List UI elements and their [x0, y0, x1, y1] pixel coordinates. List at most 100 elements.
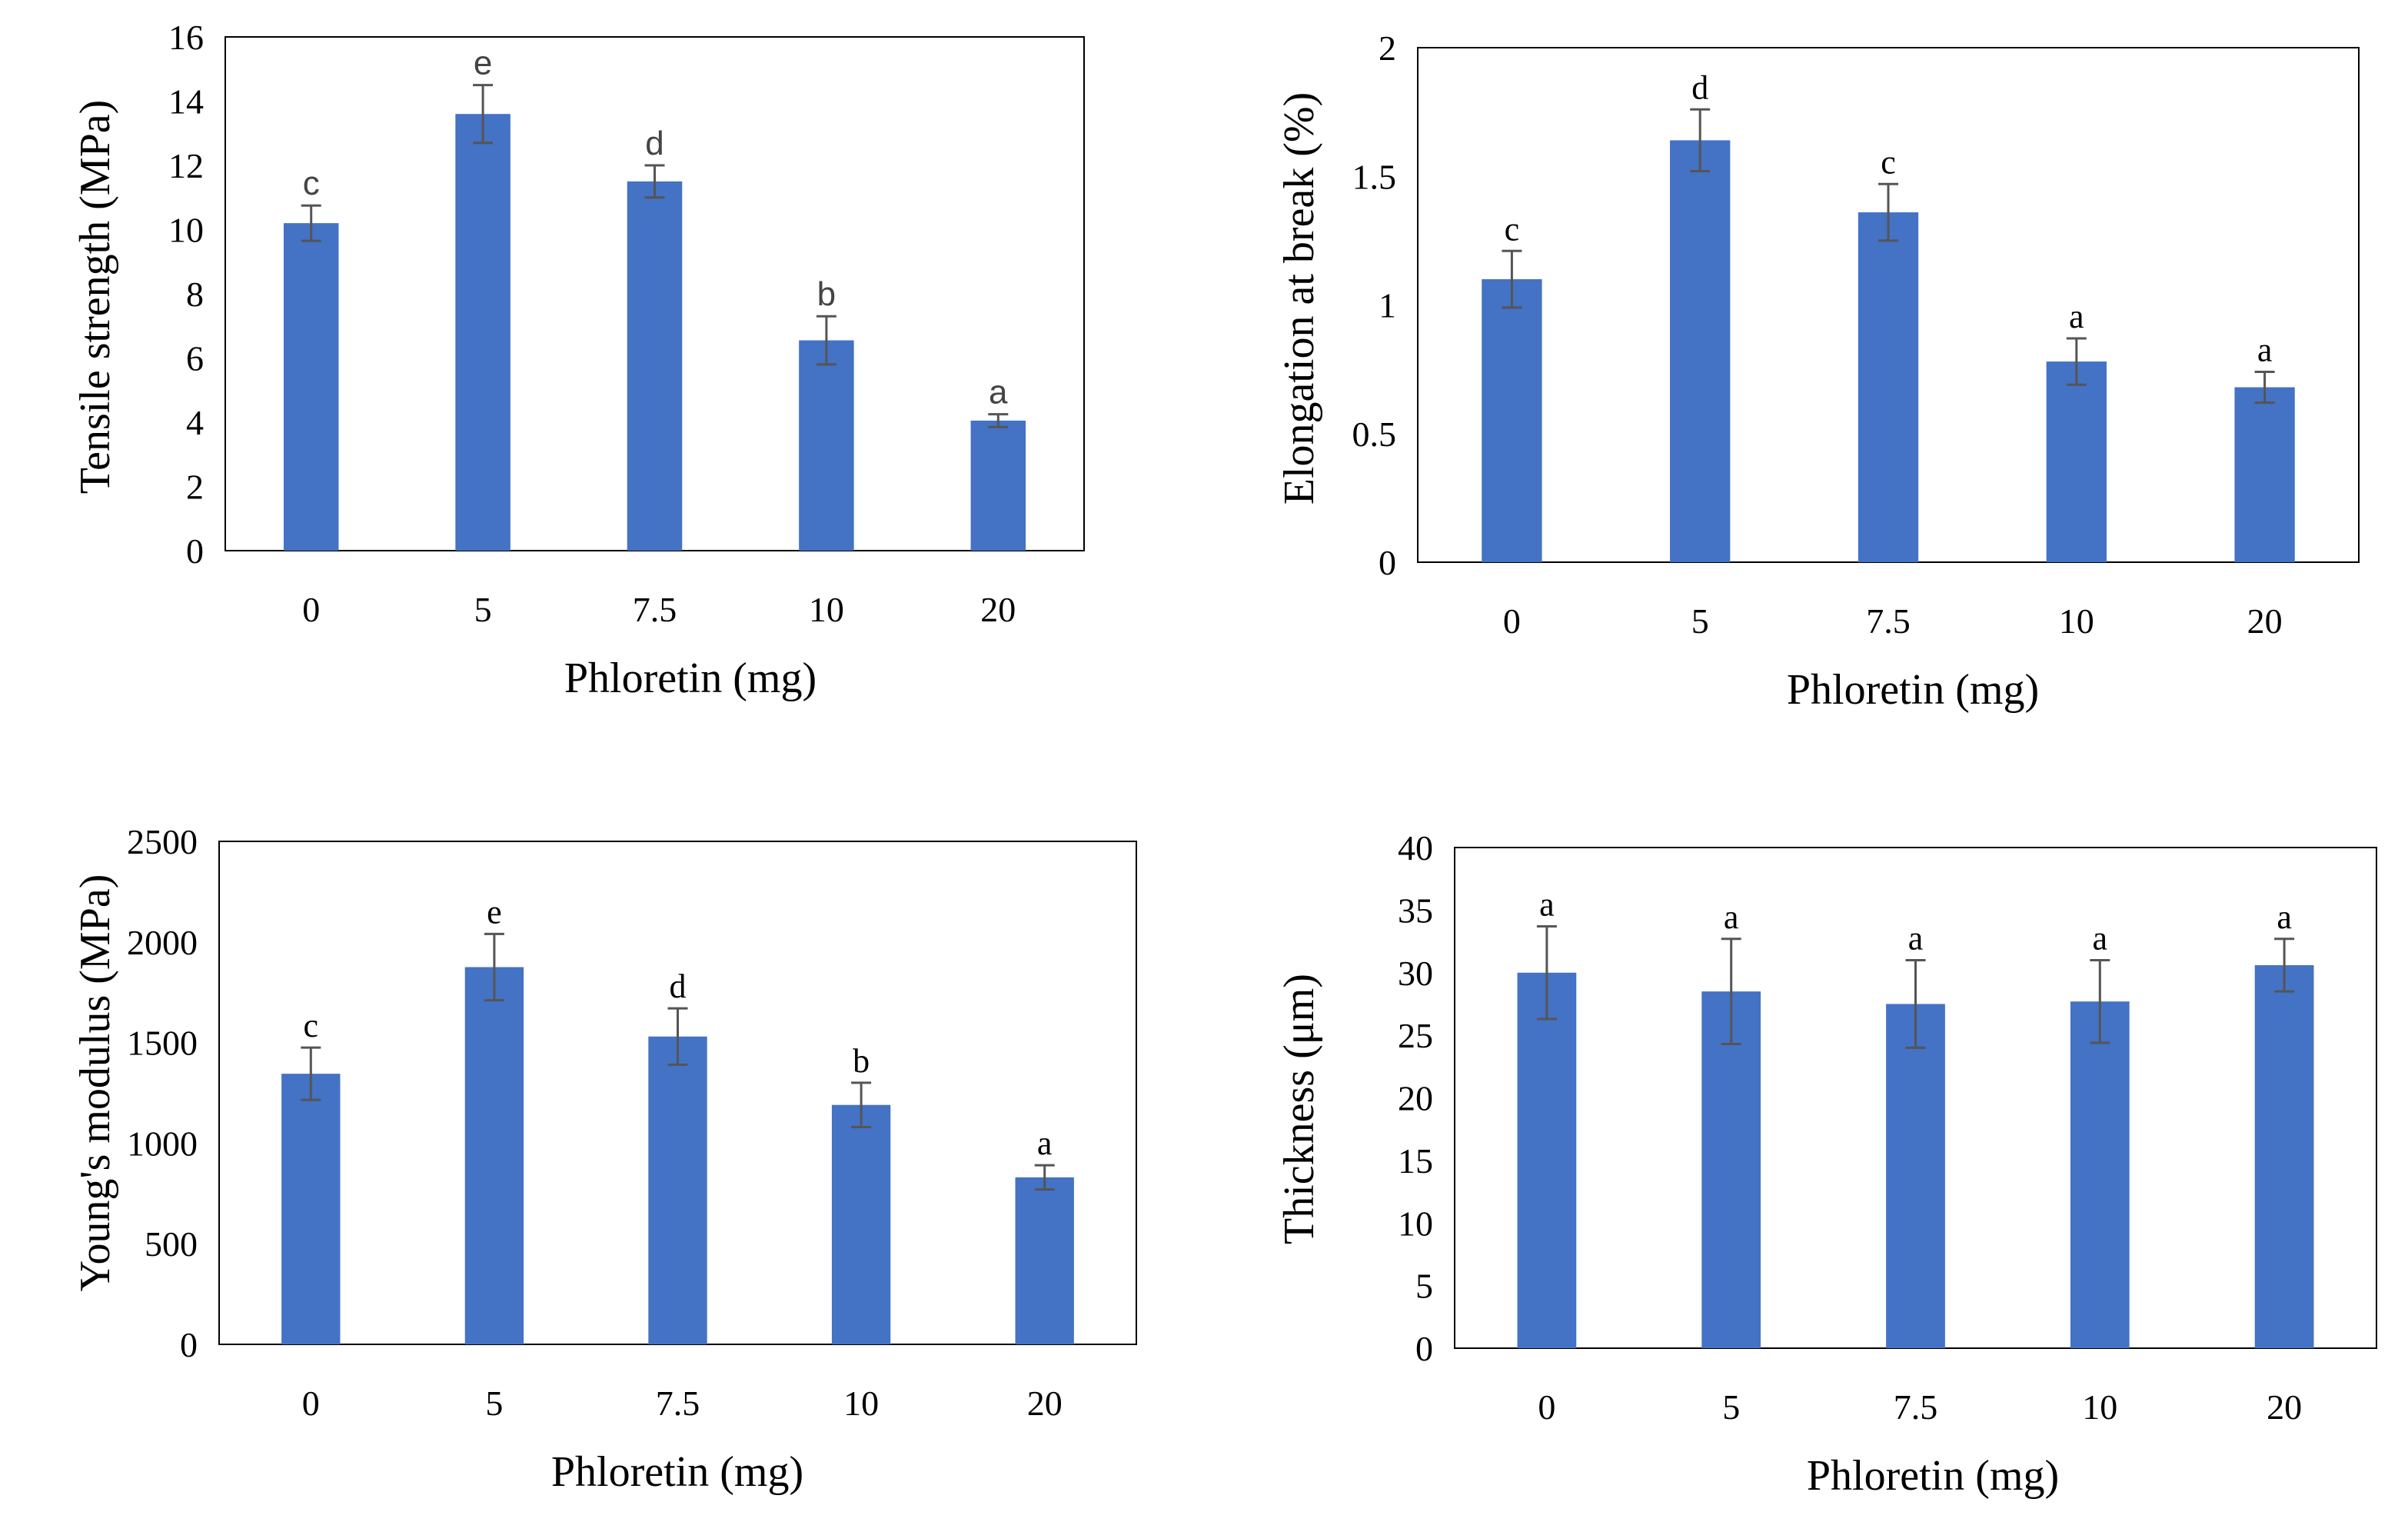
- x-tick-label: 10: [809, 590, 844, 629]
- x-tick-label: 20: [2267, 1387, 2302, 1427]
- bar-5: [455, 114, 510, 551]
- significance-letter: a: [989, 374, 1008, 411]
- thickness-chart: 0 5 10 15 20 25 30 35 40 a 0 a 5 a 7.5 a 10 a 20 Phloretin …: [1204, 766, 2408, 1532]
- y-tick-label: 0.5: [1352, 415, 1397, 454]
- y-tick-label: 2500: [127, 822, 198, 861]
- y-tick-label: 0: [1379, 543, 1396, 582]
- bar-10: [799, 341, 853, 551]
- significance-letter: a: [2093, 919, 2108, 957]
- bar-7-5: [1858, 212, 1918, 562]
- x-tick-label: 20: [1027, 1384, 1063, 1423]
- y-tick-label: 20: [1398, 1079, 1433, 1118]
- figure: 0 2 4 6 8 10 12 14 16 c 0 e 5 d 7.5 b 10 a 20 Phloretin (mg…: [0, 0, 2408, 1532]
- x-tick-label: 0: [302, 590, 320, 629]
- y-tick-label: 40: [1398, 828, 1433, 868]
- y-axis-title: Tensile strength (MPa): [72, 100, 119, 494]
- y-tick-label: 1000: [127, 1124, 198, 1163]
- x-axis-title: Phloretin (mg): [564, 654, 817, 702]
- x-tick-label: 0: [1503, 601, 1521, 641]
- y-axis-title: Young's modulus (MPa): [72, 874, 119, 1292]
- x-tick-label: 7.5: [633, 590, 677, 629]
- bar-0: [281, 1074, 340, 1344]
- bar-10: [2047, 361, 2107, 562]
- y-tick-label: 10: [1398, 1204, 1433, 1243]
- x-tick-label: 5: [1691, 601, 1709, 641]
- y-tick-label: 8: [186, 275, 204, 314]
- x-axis-title: Phloretin (mg): [1787, 666, 2039, 714]
- significance-letter: b: [817, 275, 836, 313]
- x-axis-title: Phloretin (mg): [1807, 1452, 2059, 1500]
- x-tick-label: 10: [2082, 1387, 2117, 1427]
- bar-7-5: [627, 182, 682, 551]
- y-tick-label: 16: [168, 18, 204, 57]
- x-tick-label: 7.5: [1866, 601, 1911, 641]
- bar-5: [465, 967, 524, 1345]
- bar-5: [1670, 140, 1730, 562]
- significance-letter: a: [2257, 331, 2273, 368]
- significance-letter: a: [1539, 886, 1555, 924]
- x-tick-label: 0: [1538, 1387, 1555, 1427]
- bar-20: [2234, 388, 2294, 562]
- tensile-strength-chart: 0 2 4 6 8 10 12 14 16 c 0 e 5 d 7.5 b 10 a 20 Phloretin (mg…: [0, 0, 1204, 766]
- significance-letter: a: [1908, 919, 1924, 957]
- significance-letter: b: [853, 1042, 870, 1080]
- y-tick-label: 2: [186, 468, 204, 507]
- significance-letter: d: [670, 967, 687, 1005]
- significance-letter: c: [1881, 143, 1896, 181]
- bar-10: [2070, 1001, 2130, 1348]
- bar-10: [832, 1105, 890, 1344]
- significance-letter: a: [2069, 298, 2084, 335]
- significance-letter: d: [645, 125, 664, 162]
- significance-letter: c: [304, 1007, 319, 1044]
- y-tick-label: 10: [168, 211, 204, 250]
- y-tick-label: 500: [145, 1224, 198, 1264]
- y-tick-label: 25: [1398, 1016, 1433, 1055]
- bar-0: [1518, 973, 1577, 1348]
- y-tick-label: 6: [186, 339, 204, 378]
- bar-20: [2255, 965, 2314, 1348]
- x-tick-label: 10: [843, 1384, 879, 1423]
- significance-letter: e: [474, 45, 492, 82]
- x-tick-label: 7.5: [1894, 1387, 1938, 1427]
- y-tick-label: 30: [1398, 954, 1433, 993]
- y-tick-label: 0: [1415, 1329, 1433, 1368]
- bar-0: [1482, 279, 1542, 562]
- y-tick-label: 1: [1379, 286, 1396, 325]
- y-tick-label: 2: [1379, 28, 1396, 68]
- significance-letter: d: [1691, 68, 1708, 106]
- significance-letter: a: [2277, 898, 2292, 936]
- significance-letter: c: [1505, 210, 1520, 248]
- bar-7-5: [1886, 1004, 1945, 1348]
- bar-0: [284, 223, 338, 551]
- bar-20: [1016, 1177, 1074, 1344]
- x-axis-title: Phloretin (mg): [551, 1448, 803, 1496]
- y-tick-label: 2000: [127, 923, 198, 962]
- y-tick-label: 0: [180, 1325, 198, 1364]
- x-tick-label: 5: [485, 1384, 503, 1423]
- x-tick-label: 7.5: [656, 1384, 700, 1423]
- y-tick-label: 5: [1415, 1267, 1433, 1306]
- significance-letter: e: [487, 893, 502, 931]
- y-tick-label: 12: [168, 146, 204, 185]
- y-tick-label: 1.5: [1352, 157, 1397, 196]
- youngs-modulus-chart: 0 500 1000 1500 2000 2500 c 0 e 5 d 7.5 b 10 a 20 Phlore…: [0, 766, 1204, 1532]
- bar-7-5: [648, 1037, 707, 1344]
- y-tick-label: 35: [1398, 891, 1433, 930]
- significance-letter: a: [1037, 1124, 1053, 1162]
- y-tick-label: 1500: [127, 1024, 198, 1063]
- x-tick-label: 20: [980, 590, 1016, 629]
- elongation-at-break-chart: 0 0.5 1 1.5 2 c 0 d 5 c 7.5 a 10 a 20 Phloretin (mg) Elo…: [1204, 0, 2408, 766]
- x-tick-label: 20: [2247, 601, 2283, 641]
- y-tick-label: 0: [186, 531, 204, 571]
- y-axis-title: Elongation at break (%): [1276, 92, 1323, 505]
- x-tick-label: 5: [474, 590, 492, 629]
- y-axis-title: Thickness (μm): [1276, 974, 1323, 1244]
- y-tick-label: 4: [186, 403, 204, 442]
- significance-letter: a: [1724, 898, 1739, 936]
- x-tick-label: 5: [1722, 1387, 1740, 1427]
- bar-20: [971, 421, 1026, 551]
- significance-letter: c: [303, 165, 320, 202]
- y-tick-label: 15: [1398, 1141, 1433, 1181]
- x-tick-label: 0: [302, 1384, 320, 1423]
- x-tick-label: 10: [2059, 601, 2094, 641]
